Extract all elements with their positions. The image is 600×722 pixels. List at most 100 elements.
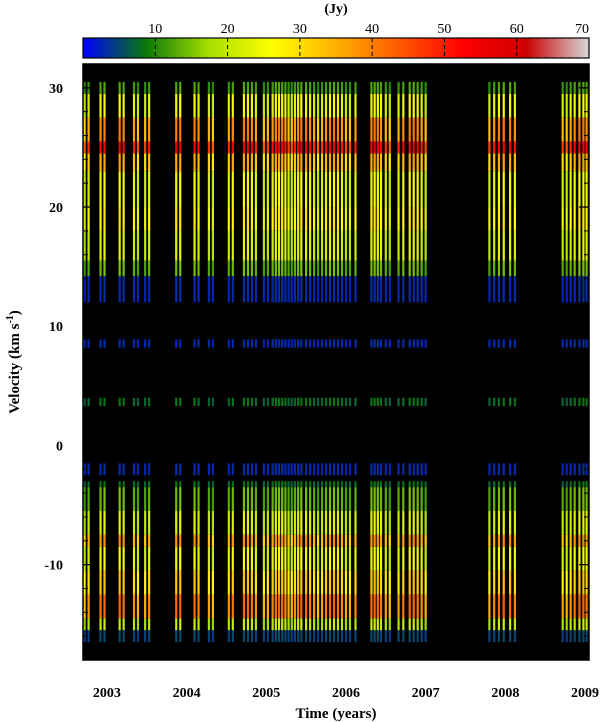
- spectral-cell: [320, 487, 324, 511]
- spectral-cell: [324, 487, 328, 511]
- spectral-cell: [344, 463, 348, 476]
- spectral-cell: [297, 260, 300, 277]
- spectral-cell: [384, 397, 387, 407]
- spectral-cell: [287, 618, 290, 631]
- spectral-cell: [179, 534, 182, 547]
- spectral-cell: [87, 546, 90, 571]
- spectral-cell: [332, 618, 336, 631]
- plot-frame: [82, 63, 590, 661]
- spectral-cell: [290, 171, 293, 208]
- spectral-cell: [262, 117, 265, 142]
- spectral-cell: [373, 546, 376, 571]
- y-tick-label: 0: [56, 439, 63, 454]
- spectral-cell: [379, 397, 383, 407]
- spectral-cell: [211, 260, 214, 277]
- spectral-cell: [144, 594, 147, 619]
- spectral-cell: [250, 534, 254, 547]
- spectral-cell: [271, 81, 274, 94]
- spectral-cell: [99, 153, 102, 172]
- spectral-cell: [370, 276, 373, 303]
- spectral-cell: [565, 207, 568, 231]
- spectral-cell: [231, 171, 234, 208]
- spectral-cell: [420, 93, 423, 118]
- spectral-cell: [509, 397, 512, 407]
- spectral-cell: [348, 207, 352, 231]
- spectral-cell: [569, 230, 572, 261]
- spectral-cell: [582, 93, 585, 118]
- spectral-cell: [179, 276, 182, 303]
- spectral-cell: [424, 260, 427, 277]
- spectral-cell: [227, 81, 230, 94]
- spectral-cell: [148, 81, 151, 94]
- spectral-cell: [309, 81, 312, 94]
- spectral-cell: [316, 463, 320, 476]
- spectral-cell: [297, 511, 300, 535]
- spectral-cell: [497, 618, 501, 631]
- spectral-cell: [502, 487, 505, 511]
- spectral-cell: [148, 276, 151, 303]
- spectral-cell: [122, 230, 125, 261]
- spectral-cell: [328, 141, 332, 154]
- spectral-cell: [379, 618, 383, 631]
- spectral-cell: [379, 487, 383, 511]
- spectral-cell: [488, 546, 491, 571]
- spectral-cell: [266, 630, 269, 643]
- spectral-cell: [231, 481, 234, 488]
- spectral-cell: [254, 93, 258, 118]
- spectral-cell: [227, 207, 230, 231]
- spectral-cell: [175, 534, 178, 547]
- spectral-cell: [565, 93, 568, 118]
- spectral-cell: [148, 93, 151, 118]
- spectral-cell: [136, 487, 140, 511]
- spectral-cell: [408, 397, 411, 407]
- epoch-strip: [274, 81, 277, 643]
- spectral-cell: [148, 230, 151, 261]
- spectral-cell: [287, 487, 290, 511]
- spectral-cell: [373, 171, 376, 208]
- spectral-cell: [179, 546, 182, 571]
- spectral-cell: [290, 463, 293, 476]
- spectral-cell: [83, 276, 86, 303]
- spectral-cell: [493, 534, 496, 547]
- spectral-cell: [211, 230, 214, 261]
- spectral-cell: [408, 230, 411, 261]
- spectral-cell: [320, 630, 324, 643]
- spectral-cell: [144, 276, 147, 303]
- spectral-cell: [344, 153, 348, 172]
- spectral-cell: [348, 141, 352, 154]
- spectral-cell: [175, 511, 178, 535]
- spectral-cell: [388, 570, 391, 595]
- spectral-cell: [569, 276, 572, 303]
- spectral-cell: [348, 546, 352, 571]
- spectral-cell: [493, 481, 496, 488]
- spectral-cell: [266, 276, 269, 303]
- spectral-cell: [561, 230, 564, 261]
- spectral-cell: [354, 339, 357, 348]
- spectral-cell: [384, 153, 387, 172]
- spectral-cell: [246, 511, 250, 535]
- spectral-cell: [316, 207, 320, 231]
- epoch-strip: [136, 81, 140, 643]
- spectral-cell: [354, 546, 357, 571]
- spectral-cell: [397, 276, 400, 303]
- spectral-cell: [336, 260, 340, 277]
- spectral-cell: [197, 117, 200, 142]
- spectral-cell: [513, 534, 516, 547]
- spectral-cell: [136, 81, 140, 94]
- spectral-cell: [83, 230, 86, 261]
- spectral-cell: [497, 276, 501, 303]
- x-axis-title: Time (years): [296, 706, 377, 722]
- epoch-strip: [287, 81, 290, 643]
- spectral-cell: [573, 141, 576, 154]
- spectral-cell: [266, 534, 269, 547]
- spectral-cell: [254, 630, 258, 643]
- spectral-cell: [193, 117, 196, 142]
- spectral-cell: [144, 463, 147, 476]
- spectral-cell: [320, 511, 324, 535]
- spectral-cell: [354, 260, 357, 277]
- spectral-cell: [99, 630, 102, 643]
- spectral-cell: [354, 81, 357, 94]
- spectral-cell: [332, 81, 336, 94]
- spectral-cell: [293, 618, 297, 631]
- spectral-cell: [293, 260, 297, 277]
